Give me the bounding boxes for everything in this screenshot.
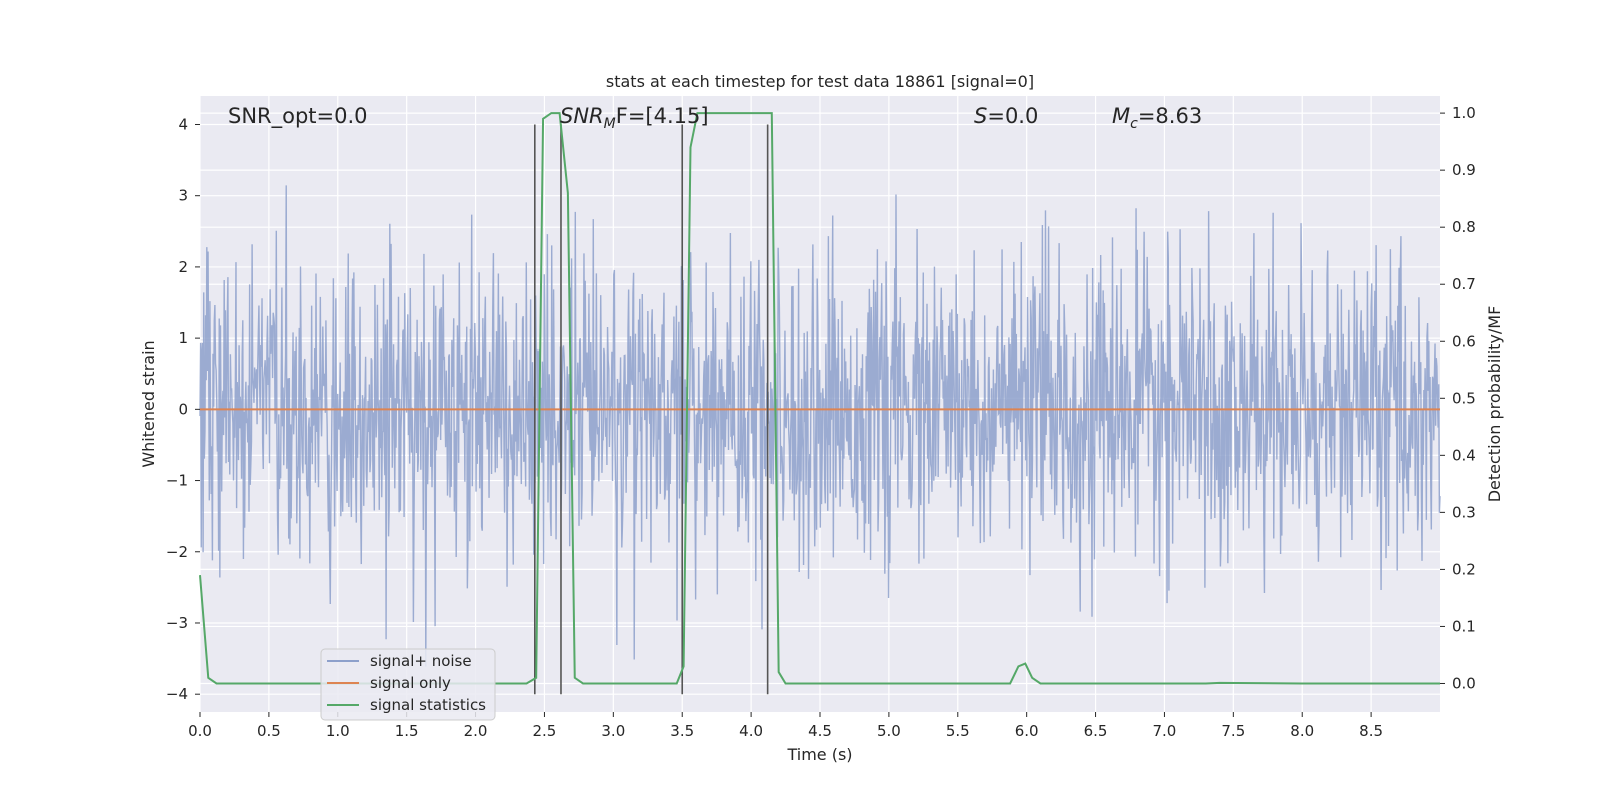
y2-tick-label: 1.0: [1452, 104, 1476, 122]
x-axis-label: Time (s): [786, 745, 852, 764]
x-tick-label: 7.5: [1221, 722, 1245, 740]
x-tick-label: 0.5: [257, 722, 281, 740]
x-tick-label: 6.5: [1084, 722, 1108, 740]
x-tick-label: 3.5: [670, 722, 694, 740]
y2-tick-label: 0.9: [1452, 161, 1476, 179]
y-tick-label: 4: [178, 115, 188, 133]
x-tick-label: 2.5: [533, 722, 557, 740]
y2-tick-label: 0.0: [1452, 674, 1476, 692]
annotation-s: S=0.0: [974, 104, 1038, 128]
x-tick-label: 0.0: [188, 722, 212, 740]
line-signal-noise: [199, 185, 1441, 667]
mc-rest: =8.63: [1138, 104, 1202, 128]
x-tick-label: 2.0: [464, 722, 488, 740]
snr-mf-rest: F=[4.15]: [616, 104, 709, 128]
legend: signal+ noise signal only signal statist…: [320, 648, 496, 721]
y2-tick-label: 0.6: [1452, 332, 1476, 350]
x-tick-label: 5.5: [946, 722, 970, 740]
chart-title: stats at each timestep for test data 188…: [606, 72, 1034, 91]
legend-label-signal-only: signal only: [370, 674, 451, 692]
y2-tick-label: 0.5: [1452, 389, 1476, 407]
y2-tick-label: 0.3: [1452, 503, 1476, 521]
s-rest: =0.0: [987, 104, 1038, 128]
mc-italic: M: [1112, 104, 1130, 128]
y2-axis-label: Detection probability/MF: [1485, 306, 1504, 503]
x-tick-label: 7.0: [1153, 722, 1177, 740]
series-signal-noise: [199, 185, 1441, 667]
y-axis-label: Whitened strain: [139, 340, 158, 467]
x-tick-label: 1.5: [395, 722, 419, 740]
y-tick-label: 3: [178, 187, 188, 205]
y-tick-label: −2: [166, 543, 188, 561]
y-tick-label: −4: [166, 685, 188, 703]
x-tick-label: 6.0: [1015, 722, 1039, 740]
x-tick-label: 1.0: [326, 722, 350, 740]
y2-tick-label: 0.8: [1452, 218, 1476, 236]
annotation-snr-opt: SNR_opt=0.0: [228, 104, 368, 129]
annotation-snr-mf: SNRMF=[4.15]: [560, 104, 709, 132]
x-tick-label: 5.0: [877, 722, 901, 740]
s-italic: S: [974, 104, 987, 128]
snr-mf-base: SNR: [560, 104, 604, 128]
y-tick-label: −1: [166, 472, 188, 490]
snr-mf-sub: M: [604, 116, 616, 132]
x-tick-label: 3.0: [601, 722, 625, 740]
annotation-mc: Mc=8.63: [1112, 104, 1202, 132]
line-signal-statistics: [199, 112, 1440, 685]
x-tick-label: 8.5: [1359, 722, 1383, 740]
y-tick-label: 2: [178, 258, 188, 276]
y2-tick-label: 0.7: [1452, 275, 1476, 293]
y-tick-label: 1: [178, 329, 188, 347]
y2-tick-label: 0.1: [1452, 617, 1476, 635]
y-tick-label: 0: [178, 400, 188, 418]
x-tick-label: 4.5: [808, 722, 832, 740]
x-tick-label: 8.0: [1290, 722, 1314, 740]
mc-sub: c: [1130, 116, 1138, 132]
y2-tick-label: 0.2: [1452, 560, 1476, 578]
vertical-markers: [199, 112, 1440, 695]
y2-tick-label: 0.4: [1452, 446, 1476, 464]
axis-ticks: 0.0 0.5 1.0 1.5 2.0 2.5 3.0 3.5 4.0 4.5 5.0 5.5 6.0 6…: [166, 104, 1476, 740]
legend-label-signal-noise: signal+ noise: [370, 652, 472, 670]
x-tick-label: 4.0: [739, 722, 763, 740]
legend-label-signal-statistics: signal statistics: [370, 696, 486, 714]
y-tick-label: −3: [166, 614, 188, 632]
legend-box: [320, 648, 496, 721]
